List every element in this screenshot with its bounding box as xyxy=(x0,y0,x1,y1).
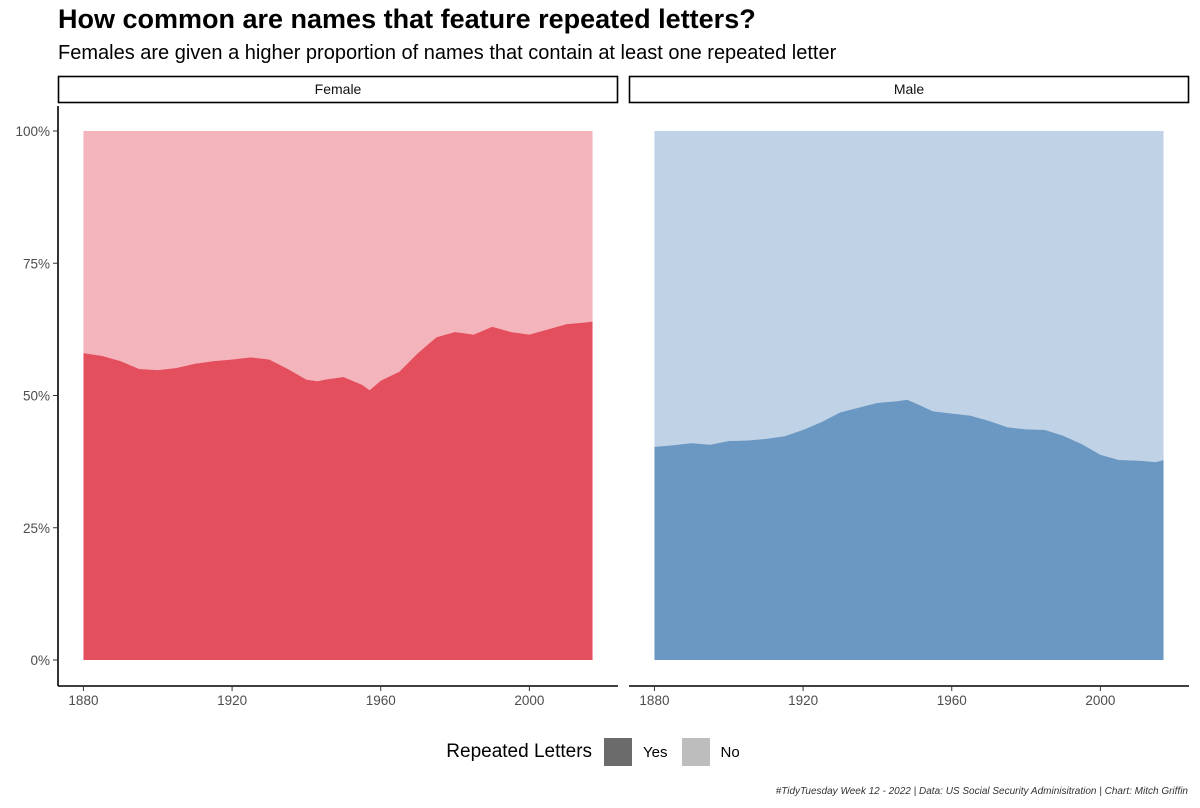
chart-caption: #TidyTuesday Week 12 - 2022 | Data: US S… xyxy=(775,786,1188,797)
panel-male: Male 1880 1920 1960 2000 xyxy=(628,75,1190,708)
area-yes-male xyxy=(654,399,1164,660)
legend-label-no: No xyxy=(720,743,740,761)
facet-strip-female xyxy=(57,75,619,104)
area-yes-female xyxy=(83,321,593,660)
y-tick-label-50: 50% xyxy=(23,389,50,404)
x-tick-label-female-1880: 1880 xyxy=(68,693,98,708)
faceted-area-chart: Female 1880 1920 1960 2000 0% 25% 50% 75% 100% Mal… xyxy=(15,75,1190,708)
x-tick-label-male-1920: 1920 xyxy=(788,693,818,708)
y-tick-label-75: 75% xyxy=(23,256,50,271)
legend-title: Repeated Letters xyxy=(446,741,593,762)
area-no-male xyxy=(654,131,1164,463)
x-tick-label-male-1960: 1960 xyxy=(937,693,967,708)
panel-female: Female 1880 1920 1960 2000 0% 25% 50% 75% 100% xyxy=(15,75,619,708)
chart-title: How common are names that feature repeat… xyxy=(58,4,756,34)
legend-label-yes: Yes xyxy=(643,743,668,761)
y-tick-label-25: 25% xyxy=(23,521,50,536)
x-tick-label-male-1880: 1880 xyxy=(639,693,669,708)
x-tick-label-female-2000: 2000 xyxy=(514,693,544,708)
y-tick-label-100: 100% xyxy=(15,124,50,139)
x-tick-label-female-1920: 1920 xyxy=(217,693,247,708)
chart-subtitle: Females are given a higher proportion of… xyxy=(58,42,837,64)
legend-key-yes xyxy=(604,738,633,766)
y-tick-label-0: 0% xyxy=(30,653,50,668)
legend-key-no xyxy=(681,738,710,766)
facet-strip-male xyxy=(628,75,1190,104)
x-tick-label-female-1960: 1960 xyxy=(366,693,396,708)
legend: Repeated Letters Yes No xyxy=(0,738,1200,766)
x-tick-label-male-2000: 2000 xyxy=(1085,693,1115,708)
facet-label-male: Male xyxy=(894,81,925,97)
area-no-female xyxy=(83,131,593,391)
facet-label-female: Female xyxy=(315,81,362,97)
